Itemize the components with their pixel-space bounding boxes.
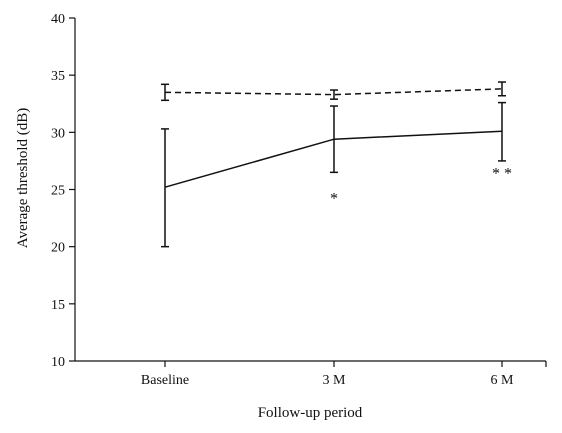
x-tick-label: Baseline xyxy=(141,373,189,388)
y-axis: 10 15 20 25 30 35 40 xyxy=(51,12,76,370)
y-tick-label: 35 xyxy=(51,69,65,84)
y-axis-title: Average threshold (dB) xyxy=(15,108,31,249)
x-axis: Baseline 3 M 6 M xyxy=(75,360,547,388)
y-tick-label: 10 xyxy=(51,355,65,370)
x-tick-label: 6 M xyxy=(491,373,515,388)
annotation-layer: * * * xyxy=(330,165,512,207)
y-tick-label: 30 xyxy=(51,126,65,141)
significance-marker: * * xyxy=(492,165,512,182)
significance-marker: * xyxy=(330,191,338,208)
y-tick-label: 20 xyxy=(51,241,65,256)
y-tick-label: 40 xyxy=(51,12,65,27)
x-tick-label: 3 M xyxy=(323,373,347,388)
y-tick-label: 15 xyxy=(51,298,65,313)
series-solid xyxy=(161,101,506,248)
x-axis-title: Follow-up period xyxy=(258,405,363,421)
series-line-dashed xyxy=(164,88,503,96)
series-dashed xyxy=(161,81,506,102)
series-layer xyxy=(161,81,506,248)
y-tick-label: 25 xyxy=(51,184,65,199)
